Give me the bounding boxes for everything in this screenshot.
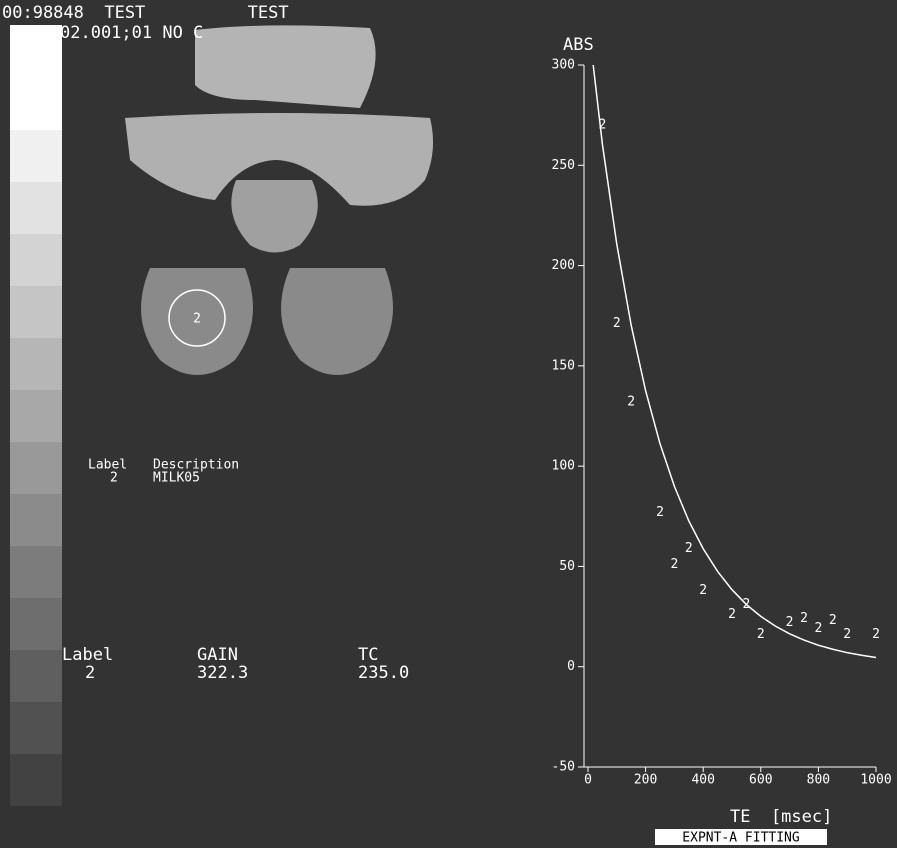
x-axis-title: TE [msec] bbox=[730, 807, 832, 827]
y-tick-label: 300 bbox=[552, 58, 575, 73]
header-line: 02.001;01 NO C bbox=[60, 23, 203, 43]
data-point: 2 bbox=[786, 615, 794, 630]
table-header: TC bbox=[358, 645, 378, 665]
gray-step bbox=[10, 546, 62, 598]
x-tick-label: 1000 bbox=[860, 773, 891, 788]
grayscale-bar bbox=[10, 25, 62, 806]
y-axis-title: ABS bbox=[563, 35, 594, 55]
header-line: 00:98848 TEST TEST bbox=[2, 3, 289, 23]
x-tick-label: 200 bbox=[634, 773, 657, 788]
data-point: 2 bbox=[627, 394, 635, 409]
x-tick-label: 0 bbox=[584, 773, 592, 788]
table-header: Label bbox=[88, 458, 127, 473]
gray-step bbox=[10, 390, 62, 442]
y-tick-label: 100 bbox=[552, 459, 575, 474]
data-point: 2 bbox=[829, 613, 837, 628]
gray-step bbox=[10, 25, 62, 130]
body: 2 00:98848 TEST TEST 02.001;01 NO C Labe… bbox=[0, 0, 897, 848]
x-tick-label: 400 bbox=[691, 773, 714, 788]
table-cell: 322.3 bbox=[197, 663, 248, 683]
data-point: 2 bbox=[843, 627, 851, 642]
y-tick-label: -50 bbox=[552, 760, 575, 775]
gray-step bbox=[10, 338, 62, 390]
data-point: 2 bbox=[598, 118, 606, 133]
table-cell: 2 bbox=[110, 471, 118, 486]
roi-label: 2 bbox=[193, 312, 201, 327]
table-header: Label bbox=[62, 645, 113, 665]
x-tick-label: 600 bbox=[749, 773, 772, 788]
data-point: 2 bbox=[685, 541, 693, 556]
gray-step bbox=[10, 442, 62, 494]
gray-step bbox=[10, 494, 62, 546]
data-point: 2 bbox=[670, 557, 678, 572]
y-tick-label: 200 bbox=[552, 258, 575, 273]
data-point: 2 bbox=[742, 597, 750, 612]
gray-step bbox=[10, 286, 62, 338]
data-point: 2 bbox=[757, 627, 765, 642]
data-point: 2 bbox=[728, 607, 736, 622]
gray-step bbox=[10, 702, 62, 754]
gray-step bbox=[10, 754, 62, 806]
y-tick-label: 50 bbox=[559, 559, 575, 574]
data-point: 2 bbox=[699, 583, 707, 598]
gray-step bbox=[10, 234, 62, 286]
data-point: 2 bbox=[800, 611, 808, 626]
page: {"header": {"line1": "00:98848 TEST TEST… bbox=[0, 0, 897, 848]
table-cell: 235.0 bbox=[358, 663, 409, 683]
y-tick-label: 0 bbox=[567, 659, 575, 674]
table-header: GAIN bbox=[197, 645, 238, 665]
gray-step bbox=[10, 650, 62, 702]
footer: EXPNT-A FITTING bbox=[682, 831, 800, 846]
y-tick-label: 150 bbox=[552, 358, 575, 373]
y-tick-label: 250 bbox=[552, 158, 575, 173]
table-cell: MILK05 bbox=[153, 471, 200, 486]
gray-step bbox=[10, 598, 62, 650]
gray-step bbox=[10, 130, 62, 182]
data-point: 2 bbox=[613, 316, 621, 331]
screen: 2 00:98848 TEST TEST 02.001;01 NO C Labe… bbox=[0, 0, 897, 848]
phantom bbox=[195, 25, 376, 108]
data-point: 2 bbox=[872, 627, 880, 642]
table-cell: 2 bbox=[85, 663, 95, 683]
x-tick-label: 800 bbox=[807, 773, 830, 788]
data-point: 2 bbox=[814, 621, 822, 636]
gray-step bbox=[10, 182, 62, 234]
data-point: 2 bbox=[656, 505, 664, 520]
